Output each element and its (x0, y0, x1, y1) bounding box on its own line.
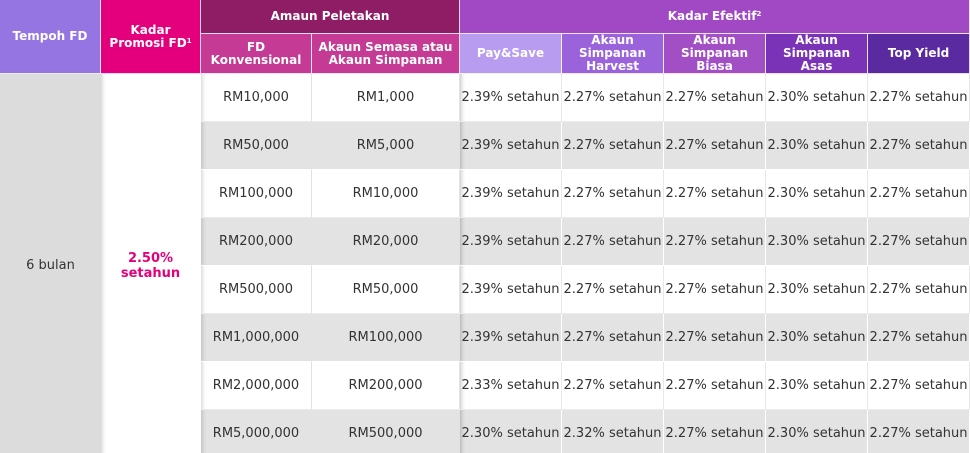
promo-rate-header: Kadar Promosi FD1 (101, 0, 201, 74)
paysave-rate-cell: 2.33% setahun (460, 362, 563, 410)
harvest-rate-cell: 2.27% setahun (562, 170, 665, 218)
akaun-amount-cell: RM10,000 (312, 170, 461, 218)
biasa-rate-cell: 2.27% setahun (664, 218, 767, 266)
fd-amount-cell: RM5,000,000 (201, 410, 312, 453)
table-row: RM2,000,000 RM200,000 2.33% setahun 2.27% s… (0, 362, 970, 410)
asas-rate-cell: 2.30% setahun (766, 218, 869, 266)
promo-rate-value: 2.50% setahun (101, 74, 201, 453)
harvest-header: Akaun Simpanan Harvest (562, 34, 665, 74)
biasa-rate-cell: 2.27% setahun (664, 170, 767, 218)
fd-amount-cell: RM200,000 (201, 218, 312, 266)
biasa-rate-cell: 2.27% setahun (664, 266, 767, 314)
topyield-rate-cell: 2.27% setahun (868, 122, 970, 170)
tempoh-value: 6 bulan (0, 74, 101, 453)
biasa-rate-cell: 2.27% setahun (664, 314, 767, 362)
biasa-rate-cell: 2.27% setahun (664, 122, 767, 170)
paysave-rate-cell: 2.39% setahun (460, 170, 563, 218)
paysave-rate-cell: 2.39% setahun (460, 218, 563, 266)
akaun-amount-cell: RM5,000 (312, 122, 461, 170)
paysave-rate-cell: 2.39% setahun (460, 122, 563, 170)
topyield-rate-cell: 2.27% setahun (868, 410, 970, 453)
fd-amount-cell: RM500,000 (201, 266, 312, 314)
akaun-amount-cell: RM20,000 (312, 218, 461, 266)
paysave-rate-cell: 2.39% setahun (460, 74, 563, 122)
asas-header: Akaun Simpanan Asas (766, 34, 869, 74)
tempoh-header: Tempoh FD (0, 0, 101, 74)
biasa-rate-cell: 2.27% setahun (664, 74, 767, 122)
harvest-rate-cell: 2.27% setahun (562, 218, 665, 266)
top-yield-header: Top Yield (868, 34, 970, 74)
table-row: RM50,000 RM5,000 2.39% setahun 2.27% setahu… (0, 122, 970, 170)
akaun-amount-cell: RM200,000 (312, 362, 461, 410)
harvest-rate-cell: 2.27% setahun (562, 314, 665, 362)
fd-amount-cell: RM50,000 (201, 122, 312, 170)
table-row: RM1,000,000 RM100,000 2.39% setahun 2.27% s… (0, 314, 970, 362)
amaun-peletakan-header: Amaun Peletakan (201, 0, 461, 34)
harvest-rate-cell: 2.27% setahun (562, 362, 665, 410)
footnote-2: 2 (756, 10, 762, 18)
topyield-rate-cell: 2.27% setahun (868, 170, 970, 218)
fd-amount-cell: RM1,000,000 (201, 314, 312, 362)
fd-amount-cell: RM100,000 (201, 170, 312, 218)
asas-rate-cell: 2.30% setahun (766, 122, 869, 170)
asas-rate-cell: 2.30% setahun (766, 410, 869, 453)
kadar-efektif-header: Kadar Efektif2 (460, 0, 970, 34)
asas-rate-cell: 2.30% setahun (766, 74, 869, 122)
fd-amount-cell: RM2,000,000 (201, 362, 312, 410)
biasa-rate-cell: 2.27% setahun (664, 410, 767, 453)
fd-amount-cell: RM10,000 (201, 74, 312, 122)
biasa-header: Akaun Simpanan Biasa (664, 34, 767, 74)
harvest-rate-cell: 2.27% setahun (562, 74, 665, 122)
table-body: 6 bulan 2.50% setahun RM10,000 RM1,000 2.39%… (0, 74, 970, 453)
paysave-rate-cell: 2.39% setahun (460, 314, 563, 362)
table-row: RM5,000,000 RM500,000 2.30% setahun 2.32% s… (0, 410, 970, 453)
akaun-amount-cell: RM50,000 (312, 266, 461, 314)
topyield-rate-cell: 2.27% setahun (868, 314, 970, 362)
table-header: Tempoh FD Kadar Promosi FD1 Amaun Peleta… (0, 0, 970, 74)
topyield-rate-cell: 2.27% setahun (868, 74, 970, 122)
akaun-amount-cell: RM1,000 (312, 74, 461, 122)
asas-rate-cell: 2.30% setahun (766, 314, 869, 362)
paysave-rate-cell: 2.39% setahun (460, 266, 563, 314)
asas-rate-cell: 2.30% setahun (766, 266, 869, 314)
akaun-amount-cell: RM500,000 (312, 410, 461, 453)
asas-rate-cell: 2.30% setahun (766, 362, 869, 410)
harvest-rate-cell: 2.27% setahun (562, 122, 665, 170)
table-row: RM500,000 RM50,000 2.39% setahun 2.27% seta… (0, 266, 970, 314)
table-row: RM100,000 RM10,000 2.39% setahun 2.27% seta… (0, 170, 970, 218)
topyield-rate-cell: 2.27% setahun (868, 218, 970, 266)
harvest-rate-cell: 2.32% setahun (562, 410, 665, 453)
table-row: 6 bulan 2.50% setahun RM10,000 RM1,000 2.39%… (0, 74, 970, 453)
paysave-rate-cell: 2.30% setahun (460, 410, 563, 453)
paysave-header: Pay&Save (460, 34, 563, 74)
akaun-amount-cell: RM100,000 (312, 314, 461, 362)
topyield-rate-cell: 2.27% setahun (868, 266, 970, 314)
akaun-semasa-header: Akaun Semasa atau Akaun Simpanan (312, 34, 461, 74)
footnote-1: 1 (186, 36, 192, 45)
fd-konvensional-header: FD Konvensional (201, 34, 312, 74)
biasa-rate-cell: 2.27% setahun (664, 362, 767, 410)
asas-rate-cell: 2.30% setahun (766, 170, 869, 218)
topyield-rate-cell: 2.27% setahun (868, 362, 970, 410)
table-row: RM200,000 RM20,000 2.39% setahun 2.27% seta… (0, 218, 970, 266)
harvest-rate-cell: 2.27% setahun (562, 266, 665, 314)
